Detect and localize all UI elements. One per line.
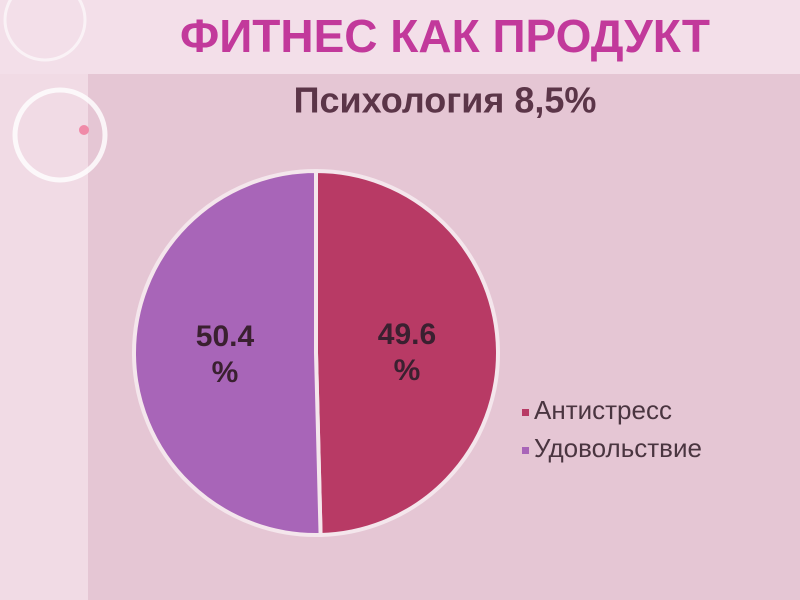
pie-slice: [314, 168, 500, 537]
decor-circle: [3, 0, 87, 62]
data-label: 50.4%: [196, 320, 255, 389]
chart-title: Психология 8,5%: [294, 80, 597, 121]
legend-label: Антистресс: [534, 395, 672, 425]
decor-dot: [79, 125, 89, 135]
legend-label: Удовольствие: [534, 433, 702, 463]
side-strip: [0, 0, 88, 600]
data-label: 49.6%: [378, 318, 436, 387]
pie-slice: [132, 168, 323, 537]
legend-marker: [522, 447, 529, 454]
legend-marker: [522, 409, 529, 416]
slide-title: ФИТНЕС КАК ПРОДУКТ: [180, 10, 710, 62]
decor-circle: [12, 87, 108, 183]
title-band: [0, 0, 800, 74]
